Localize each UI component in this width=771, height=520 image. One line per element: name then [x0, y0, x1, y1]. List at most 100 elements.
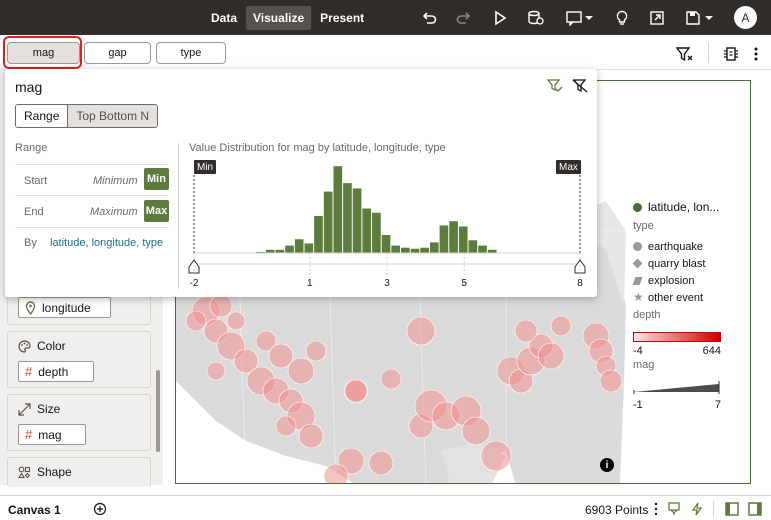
save-icon[interactable]	[684, 8, 716, 28]
histogram-bar	[478, 245, 487, 253]
value-distribution-histogram: -2 1 3 5 8	[188, 166, 586, 288]
row-divider	[15, 227, 169, 228]
filter-popover: mag Range Top Bottom N Range Start Minim…	[5, 69, 597, 297]
comment-icon[interactable]	[565, 8, 595, 28]
palette-icon	[18, 339, 31, 353]
color-drop-target[interactable]: Color # depth	[7, 331, 151, 388]
histogram-bar	[343, 183, 352, 253]
mag-size-ramp	[633, 381, 720, 394]
tab-top-bottom-n[interactable]: Top Bottom N	[67, 105, 158, 127]
histogram-bar	[420, 247, 429, 253]
min-button[interactable]: Min	[144, 168, 169, 190]
auto-apply-icon[interactable]	[689, 501, 705, 517]
more-icon[interactable]	[746, 44, 766, 64]
legend-item-earthquake[interactable]: earthquake	[633, 238, 753, 255]
legend-series-label[interactable]: latitude, lon...	[648, 200, 720, 214]
shapes-icon	[18, 466, 31, 478]
histogram-bar	[314, 215, 323, 253]
star-shape-icon: ★	[633, 290, 644, 304]
tab-range[interactable]: Range	[16, 105, 68, 127]
series-dot-icon	[633, 202, 642, 212]
mode-present[interactable]: Present	[320, 11, 365, 25]
start-input[interactable]: Minimum	[93, 175, 138, 187]
histogram-title: Value Distribution for mag by latitude, …	[189, 142, 446, 154]
grammar-scrollbar[interactable]	[156, 370, 160, 452]
histogram-bar	[352, 188, 362, 253]
max-button[interactable]: Max	[144, 200, 169, 222]
right-panel-toggle-icon[interactable]	[747, 501, 763, 517]
histogram-tick-label: 5	[461, 278, 467, 288]
resize-icon	[18, 402, 31, 416]
depth-gradient-bar	[633, 332, 721, 342]
legend-item-explosion[interactable]: explosion	[632, 272, 753, 289]
filter-popover-title: mag	[15, 79, 43, 95]
legend-item-label: earthquake	[648, 240, 704, 253]
filter-chip-type[interactable]: type	[156, 42, 226, 64]
mag-max: 7	[714, 399, 721, 411]
more-canvas-options-icon[interactable]	[648, 501, 664, 517]
preview-icon[interactable]	[647, 8, 667, 28]
min-flag: Min	[194, 160, 217, 174]
points-count: 6903 Points	[585, 503, 649, 517]
filter-chip-gap[interactable]: gap	[84, 42, 151, 64]
info-icon[interactable]: i	[600, 458, 614, 472]
size-title: Size	[37, 402, 61, 416]
properties-icon[interactable]	[721, 44, 741, 64]
selected-chip-highlight	[3, 36, 82, 69]
max-flag: Max	[556, 160, 581, 174]
mode-visualize[interactable]: Visualize	[246, 6, 312, 30]
by-value-link[interactable]: latitude, longitude, type	[50, 237, 164, 249]
data-actions-icon[interactable]	[526, 8, 546, 28]
histogram-bar	[275, 249, 285, 253]
legend-mag-title: mag	[633, 359, 655, 371]
add-canvas-icon[interactable]	[92, 501, 108, 517]
mode-data[interactable]: Data	[211, 11, 238, 25]
apply-filter-icon[interactable]	[545, 76, 565, 96]
histogram-bar	[439, 225, 449, 253]
filter-chip-mag[interactable]: mag	[7, 42, 80, 64]
bottom-bar: Canvas 1 6903 Points	[0, 495, 771, 520]
depth-pill[interactable]: # depth	[18, 361, 94, 382]
mag-range: -1 7	[633, 399, 721, 411]
bottom-divider	[713, 501, 714, 517]
depth-max: 644	[702, 345, 721, 357]
histogram-bar	[449, 221, 458, 253]
circle-shape-icon	[633, 242, 642, 251]
legend-item-quarry-blast[interactable]: quarry blast	[632, 255, 753, 272]
by-label: By	[24, 237, 37, 249]
longitude-pill[interactable]: longitude	[18, 297, 111, 318]
histogram-tick-label: 1	[307, 278, 313, 288]
mag-pill[interactable]: # mag	[18, 424, 86, 445]
run-icon[interactable]	[490, 8, 510, 28]
undo-icon[interactable]	[419, 8, 439, 28]
insight-icon[interactable]	[612, 8, 632, 28]
mode-switcher: Data Visualize Present	[204, 6, 371, 30]
histogram-bar	[323, 191, 333, 253]
histogram-bar	[401, 247, 410, 253]
histogram-bar	[410, 248, 420, 253]
left-panel-toggle-icon[interactable]	[724, 501, 740, 517]
histogram-bar	[391, 245, 401, 253]
end-input[interactable]: Maximum	[90, 206, 138, 218]
clear-filter-icon[interactable]	[570, 76, 590, 96]
histogram-bar	[285, 245, 294, 253]
avatar[interactable]: A	[734, 6, 757, 29]
depth-range: -4 644	[633, 345, 721, 357]
size-drop-target[interactable]: Size # mag	[7, 394, 151, 451]
histogram-tick-label: 3	[384, 278, 390, 288]
row-divider	[15, 164, 169, 165]
legend-depth-title: depth	[633, 309, 661, 321]
parallelogram-shape-icon	[632, 276, 643, 285]
shape-drop-target[interactable]: Shape	[7, 457, 151, 487]
histogram-tick-label: -2	[190, 278, 199, 288]
filter-settings-icon[interactable]	[675, 44, 695, 64]
location-pin-icon	[25, 300, 36, 315]
histogram-bar	[381, 235, 391, 253]
pin-icon[interactable]	[666, 501, 682, 517]
legend-item-other-event[interactable]: ★ other event	[633, 289, 753, 306]
canvas-tab[interactable]: Canvas 1	[8, 503, 61, 517]
histogram-bar	[333, 166, 343, 253]
histogram-bar	[458, 226, 468, 253]
redo-icon[interactable]	[454, 8, 474, 28]
mag-min: -1	[633, 399, 643, 411]
